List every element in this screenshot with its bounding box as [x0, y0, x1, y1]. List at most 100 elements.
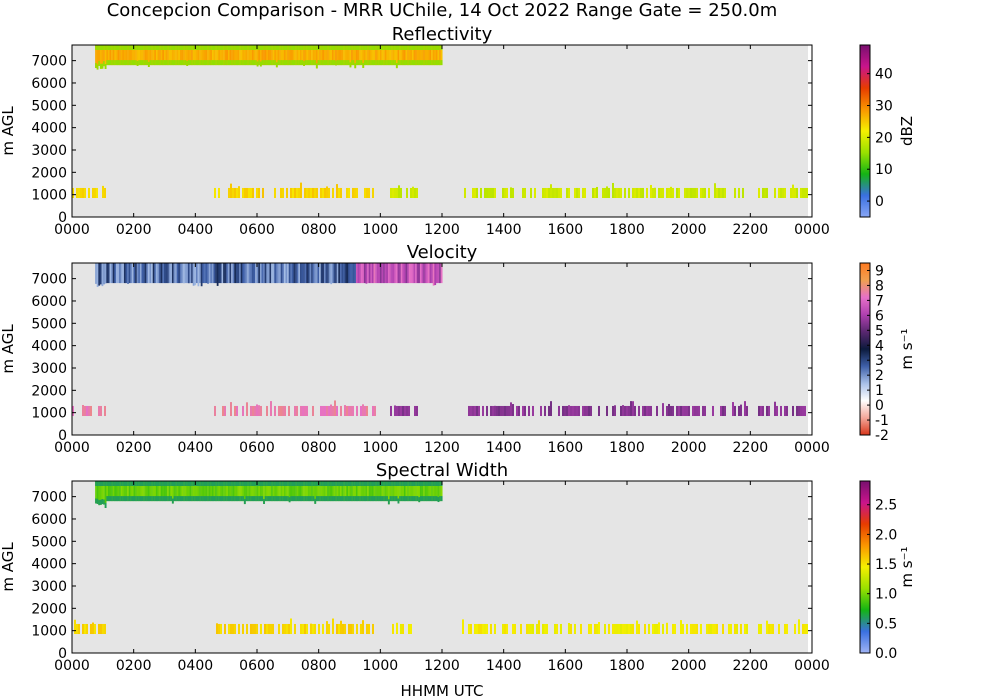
- data-cell: [219, 60, 222, 66]
- data-cell: [216, 623, 218, 635]
- data-cell: [558, 405, 560, 417]
- y-tick-label: 6000: [31, 512, 67, 528]
- data-cell: [256, 45, 259, 67]
- data-cell: [285, 263, 288, 284]
- data-cell: [628, 623, 630, 635]
- data-cell: [474, 405, 476, 417]
- data-cell: [234, 481, 237, 486]
- data-cell: [389, 263, 392, 284]
- data-cell: [796, 187, 798, 199]
- data-cell: [394, 496, 397, 502]
- data-cell: [219, 263, 222, 284]
- data-cell: [365, 45, 368, 66]
- data-cell: [339, 481, 342, 502]
- data-cell: [628, 187, 630, 199]
- data-cell: [314, 498, 317, 504]
- data-cell: [362, 404, 364, 417]
- data-cell: [296, 481, 299, 486]
- data-cell: [355, 45, 358, 50]
- data-cell: [568, 623, 570, 635]
- data-cell: [532, 405, 534, 417]
- data-cell: [684, 187, 686, 199]
- data-cell: [207, 45, 209, 66]
- data-cell: [378, 45, 381, 50]
- data-cell: [135, 45, 137, 66]
- data-cell: [403, 481, 406, 486]
- no-data-strip: [808, 263, 812, 435]
- data-cell: [245, 481, 248, 502]
- data-cell: [744, 401, 746, 417]
- data-cell: [160, 481, 163, 486]
- data-cell: [390, 187, 392, 199]
- data-cell: [213, 496, 216, 502]
- data-cell: [371, 45, 374, 50]
- x-tick-label: 0000: [54, 222, 90, 238]
- data-cell: [472, 187, 474, 199]
- data-cell: [307, 60, 310, 66]
- x-tick-label: 0000: [794, 658, 830, 674]
- data-cell: [226, 45, 229, 50]
- data-cell: [427, 45, 430, 50]
- data-cell: [173, 45, 176, 66]
- data-cell: [804, 405, 806, 417]
- data-cell: [347, 263, 350, 284]
- data-cell: [135, 496, 137, 502]
- data-cell: [191, 481, 193, 486]
- data-cell: [141, 481, 144, 502]
- data-cell: [304, 623, 306, 635]
- data-cell: [328, 187, 330, 199]
- data-cell: [275, 62, 278, 68]
- x-tick-label: 0600: [239, 440, 275, 456]
- colorbar-tick-label: 1: [875, 383, 884, 399]
- data-cell: [405, 45, 408, 66]
- data-cell: [219, 45, 222, 66]
- data-cell: [435, 60, 438, 66]
- data-cell: [698, 405, 700, 417]
- data-cell: [319, 496, 321, 502]
- data-cell: [570, 405, 572, 417]
- data-cell: [254, 405, 256, 417]
- data-cell: [356, 405, 358, 417]
- data-cell: [348, 405, 350, 417]
- data-cell: [195, 263, 198, 284]
- data-cell: [416, 187, 418, 199]
- data-cell: [490, 405, 492, 417]
- data-cell: [139, 263, 142, 284]
- data-cell: [336, 263, 339, 284]
- data-cell: [239, 481, 241, 486]
- data-cell: [144, 481, 147, 502]
- data-cell: [103, 481, 105, 486]
- data-cell: [224, 405, 226, 417]
- data-cell: [141, 263, 144, 284]
- data-cell: [213, 60, 216, 66]
- data-cell: [154, 263, 157, 284]
- data-cell: [802, 187, 804, 199]
- data-cell: [432, 481, 435, 486]
- data-cell: [106, 496, 109, 502]
- data-cell: [328, 481, 331, 486]
- data-cell: [152, 45, 155, 50]
- data-cell: [128, 481, 131, 502]
- data-cell: [155, 496, 158, 502]
- data-cell: [122, 263, 125, 284]
- data-cell: [202, 263, 205, 284]
- data-cell: [320, 45, 323, 66]
- data-cell: [277, 45, 280, 66]
- data-cell: [343, 481, 345, 502]
- data-cell: [224, 623, 226, 635]
- data-cell: [136, 481, 139, 502]
- data-cell: [277, 496, 280, 502]
- data-cell: [136, 481, 139, 486]
- data-cell: [119, 45, 121, 50]
- data-cell: [272, 481, 275, 486]
- data-cell: [510, 187, 512, 199]
- data-cell: [397, 60, 400, 66]
- data-cell: [123, 481, 126, 486]
- data-cell: [302, 623, 304, 635]
- data-cell: [214, 405, 216, 417]
- data-cell: [682, 623, 684, 635]
- data-cell: [400, 481, 403, 486]
- data-cell: [144, 481, 147, 486]
- data-cell: [135, 481, 137, 486]
- data-cell: [383, 60, 385, 66]
